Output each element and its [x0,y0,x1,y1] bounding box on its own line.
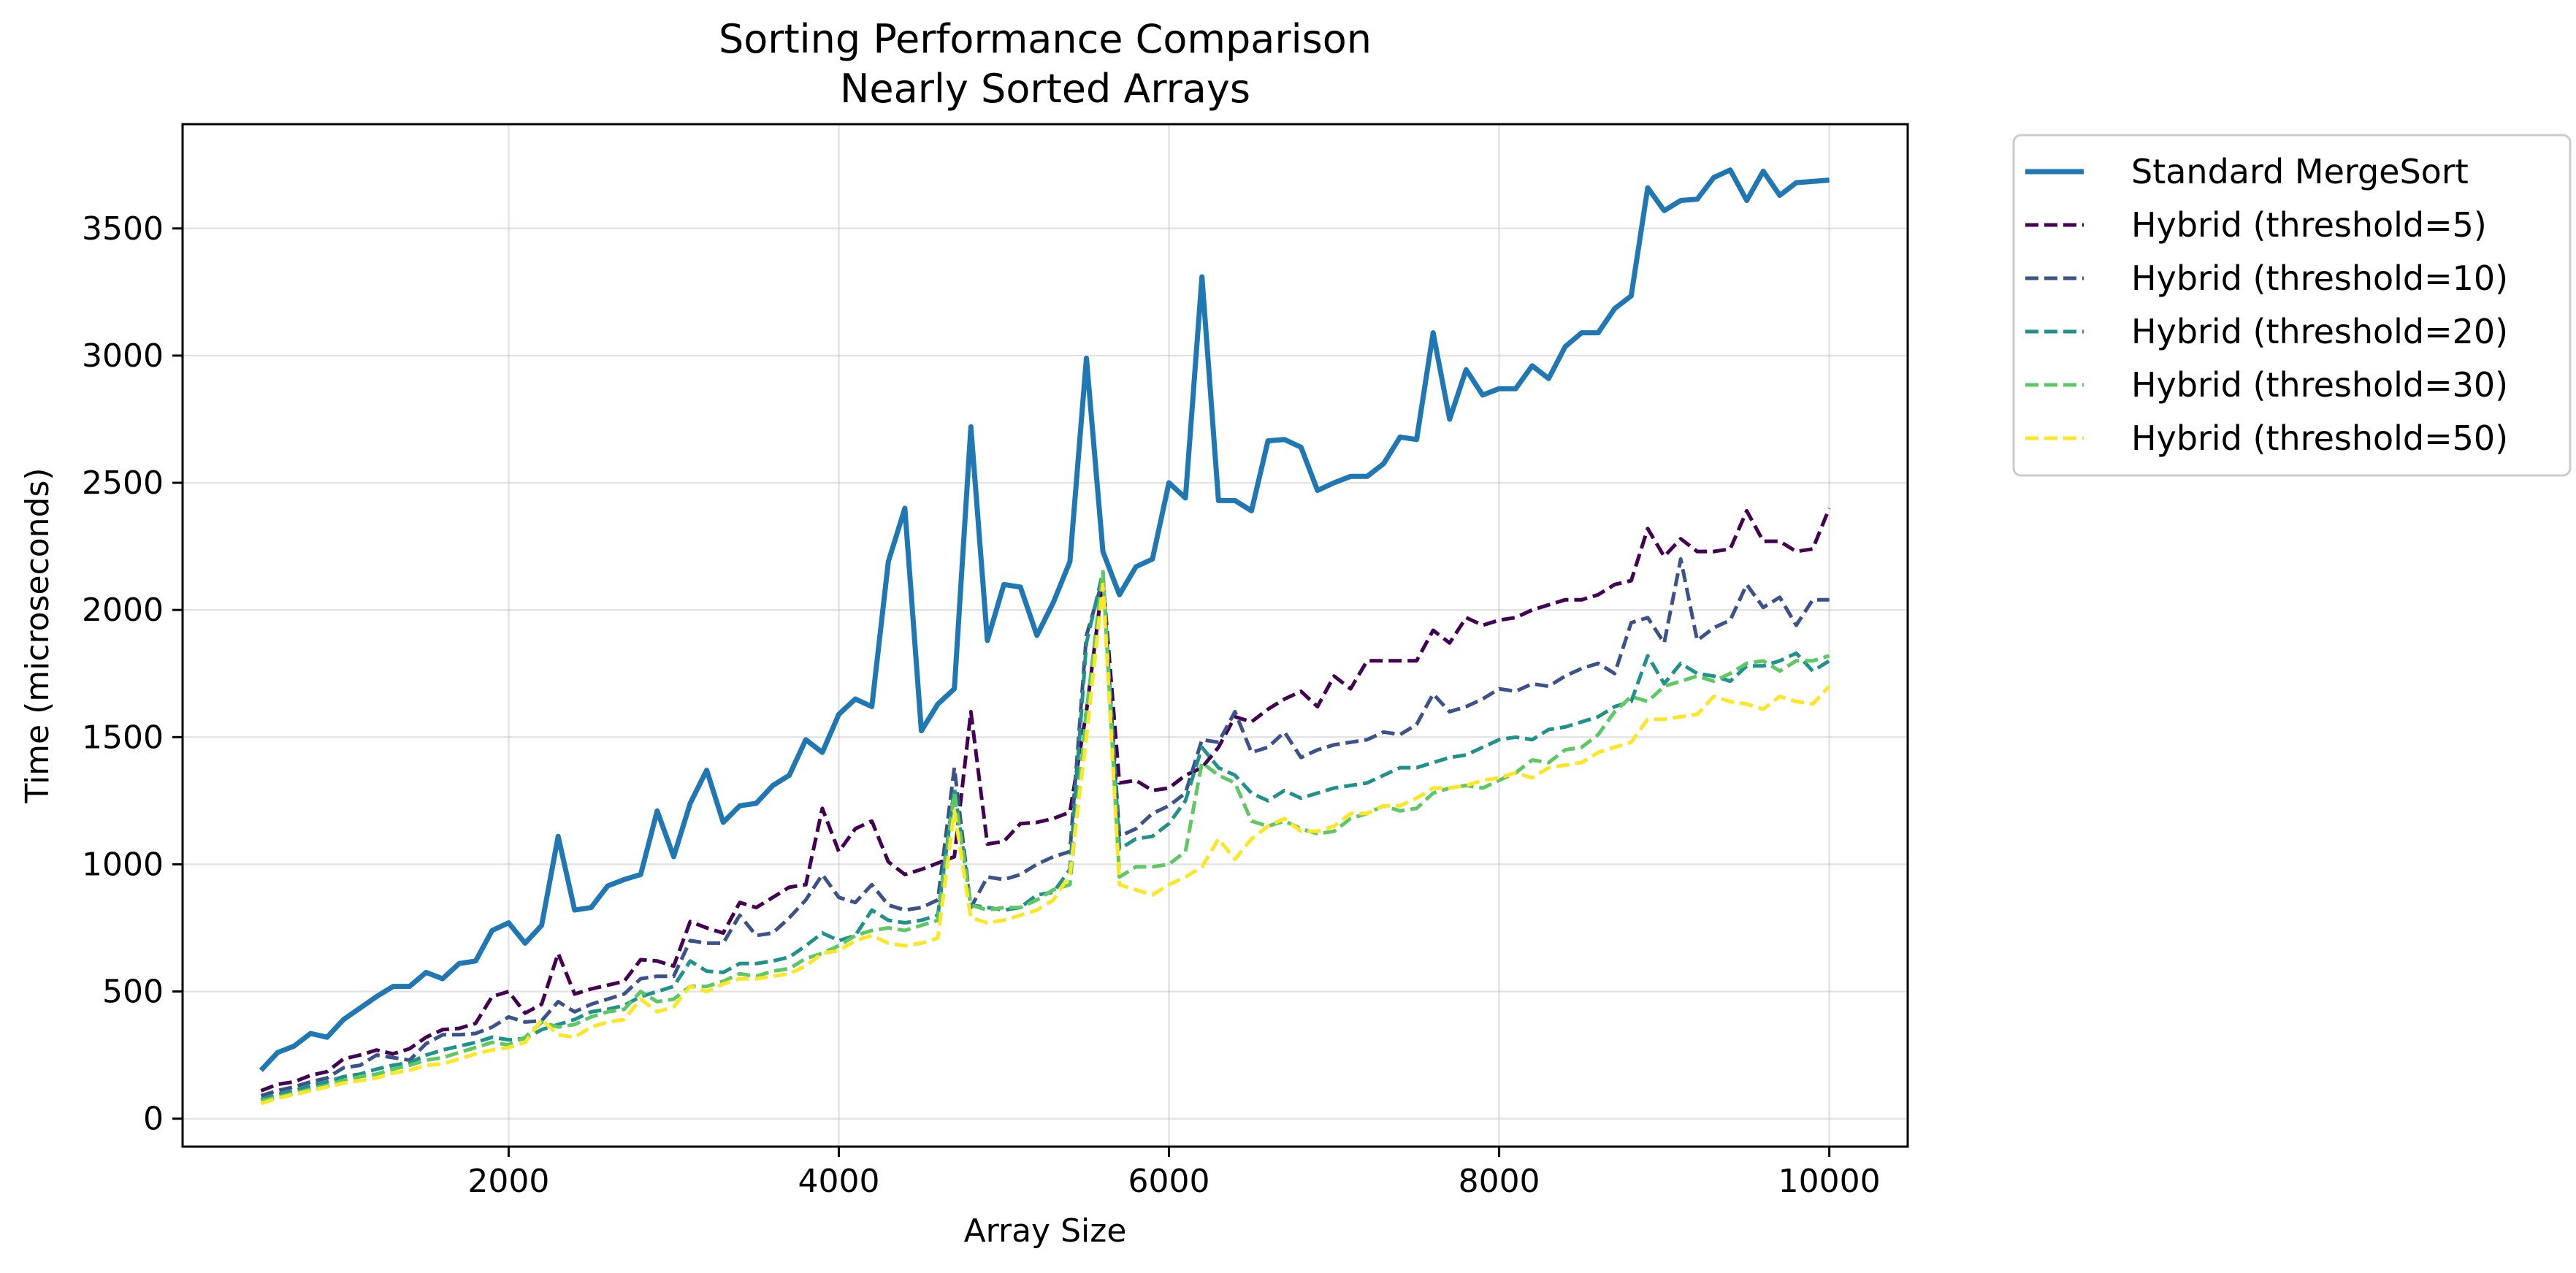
y-ticks: 0 500 1000 1500 2000 2500 3000 3500 [82,210,183,1138]
legend-box [2012,134,2572,477]
y-tick-label: 0 [143,1101,164,1138]
x-ticks: 2000 4000 6000 8000 10000 [467,1147,1881,1200]
y-tick-label: 1500 [82,719,164,756]
y-tick-label: 2500 [82,465,164,502]
legend-label: Hybrid (threshold=5) [2131,205,2487,245]
legend-label: Standard MergeSort [2131,152,2469,191]
x-tick-label: 6000 [1128,1163,1210,1200]
legend-label: Hybrid (threshold=10) [2131,259,2508,298]
x-tick-label: 8000 [1459,1163,1540,1200]
series-line [260,557,1830,1098]
x-axis-label: Array Size [964,1212,1127,1250]
plot-frame [181,123,1909,1148]
x-tick-label: 4000 [798,1163,879,1200]
legend: Standard MergeSort Hybrid (threshold=5) Hy… [2012,134,2572,477]
x-tick-label: 2000 [467,1163,549,1200]
grid [183,124,1908,1147]
series-line [260,582,1831,1106]
y-tick-label: 2000 [82,592,164,629]
legend-label: Hybrid (threshold=30) [2131,365,2508,405]
series-lines [259,167,1831,1106]
legend-label: Hybrid (threshold=20) [2131,312,2508,351]
chart-title-line-1: Sorting Performance Comparison [719,16,1372,62]
x-tick-label: 10000 [1778,1163,1881,1200]
y-axis-label: Time (microseconds) [19,467,56,803]
series-line [260,570,1830,1103]
y-tick-label: 1000 [82,846,164,883]
y-tick-label: 3500 [82,210,164,248]
series-line [260,507,1831,1093]
chart-title-line-2: Nearly Sorted Arrays [840,66,1250,112]
y-tick-label: 500 [102,974,164,1011]
legend-label: Hybrid (threshold=50) [2131,418,2508,458]
y-tick-label: 3000 [82,337,164,375]
series-line [259,167,1830,1072]
series-line [260,570,1830,1101]
